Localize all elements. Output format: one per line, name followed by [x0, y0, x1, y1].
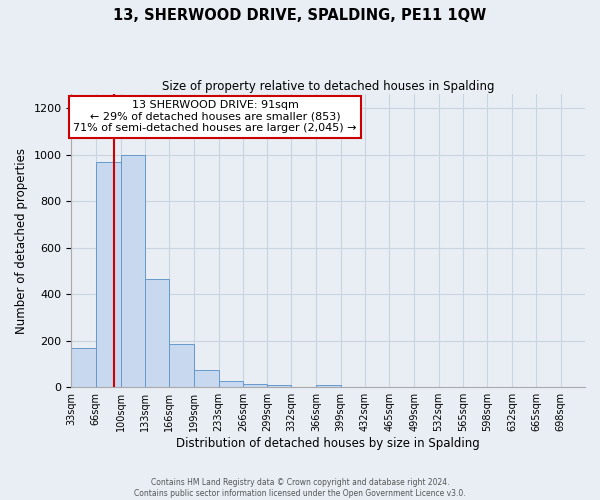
Bar — [121, 154, 145, 387]
Bar — [267, 385, 292, 387]
Bar — [71, 348, 95, 387]
Y-axis label: Number of detached properties: Number of detached properties — [15, 148, 28, 334]
Title: Size of property relative to detached houses in Spalding: Size of property relative to detached ho… — [162, 80, 494, 93]
Bar — [194, 370, 218, 387]
X-axis label: Distribution of detached houses by size in Spalding: Distribution of detached houses by size … — [176, 437, 480, 450]
Text: 13, SHERWOOD DRIVE, SPALDING, PE11 1QW: 13, SHERWOOD DRIVE, SPALDING, PE11 1QW — [113, 8, 487, 22]
Bar — [95, 162, 121, 387]
Bar — [316, 385, 341, 387]
Text: 13 SHERWOOD DRIVE: 91sqm
← 29% of detached houses are smaller (853)
71% of semi-: 13 SHERWOOD DRIVE: 91sqm ← 29% of detach… — [73, 100, 357, 133]
Text: Contains HM Land Registry data © Crown copyright and database right 2024.
Contai: Contains HM Land Registry data © Crown c… — [134, 478, 466, 498]
Bar — [145, 279, 169, 387]
Bar — [169, 344, 194, 387]
Bar — [243, 384, 267, 387]
Bar — [218, 382, 243, 387]
